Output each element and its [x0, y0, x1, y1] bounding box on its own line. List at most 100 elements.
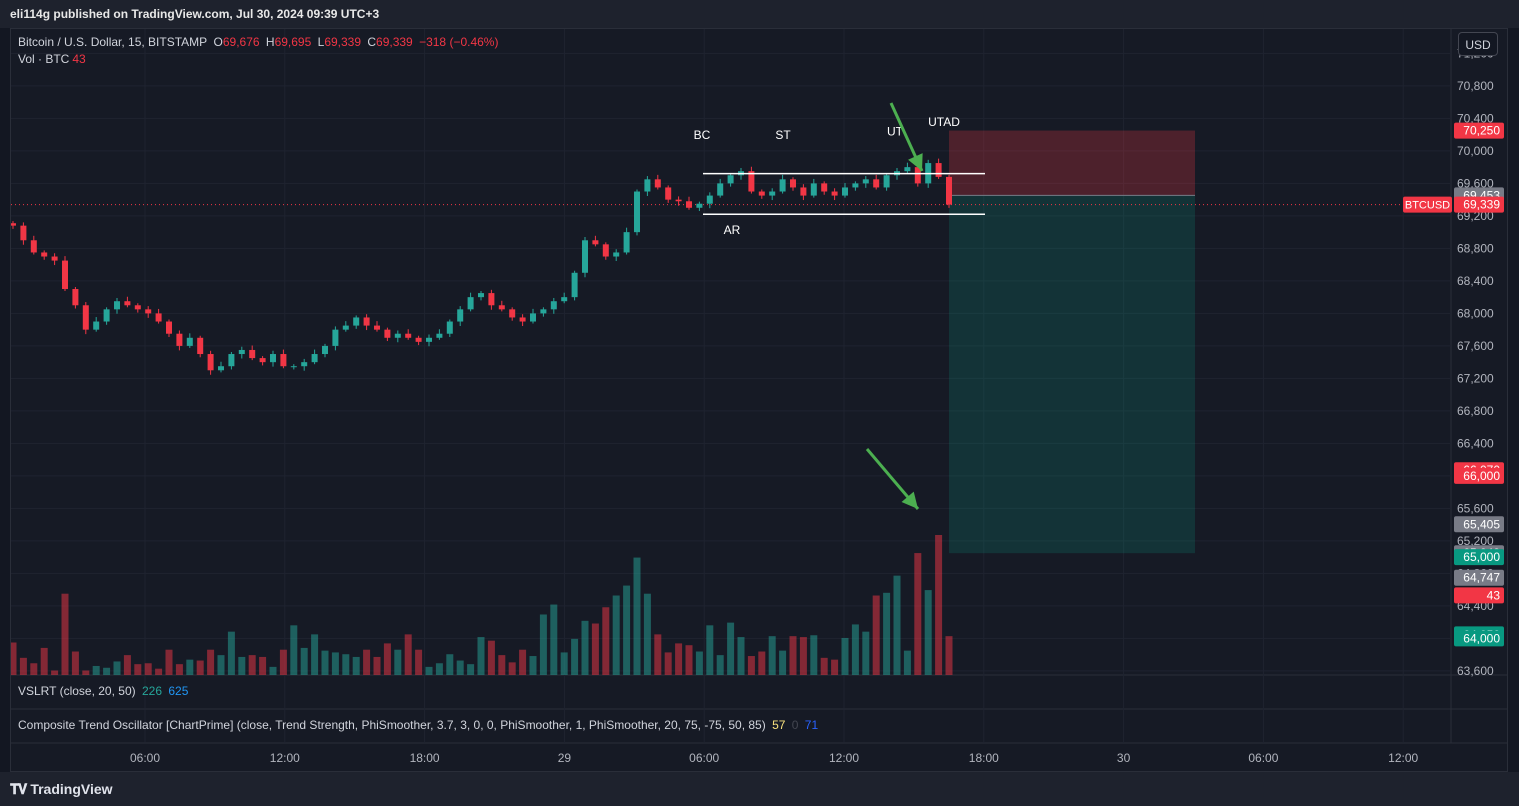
- candle-body: [498, 305, 505, 310]
- volume-label[interactable]: Vol · BTC: [18, 52, 70, 66]
- candle-body: [446, 321, 453, 334]
- price-axis-label: 64,000: [1454, 630, 1504, 647]
- symbol-tag: BTCUSD: [1403, 196, 1452, 213]
- volume-bar: [11, 642, 17, 675]
- candle-body: [426, 337, 432, 342]
- volume-bar: [487, 640, 495, 675]
- cto-label[interactable]: Composite Trend Oscillator [ChartPrime] …: [18, 718, 766, 732]
- tradingview-logo[interactable]: 𝐓𝐕 TradingView: [10, 781, 113, 798]
- volume-bar: [945, 636, 953, 675]
- price-axis-label: 65,405: [1454, 516, 1504, 533]
- volume-bar: [695, 651, 703, 675]
- volume-bar: [30, 663, 38, 675]
- price-label-text: 69,339: [1463, 198, 1500, 212]
- volume-bar: [290, 625, 298, 675]
- volume-bar: [207, 649, 215, 675]
- cto-legend: Composite Trend Oscillator [ChartPrime] …: [18, 718, 818, 732]
- volume-bar: [883, 592, 891, 675]
- volume-bar: [415, 649, 423, 675]
- volume-series: [11, 535, 953, 675]
- candle-body: [51, 256, 58, 261]
- candle-body: [873, 179, 880, 188]
- volume-bar: [196, 660, 204, 675]
- arrow-head: [901, 491, 918, 509]
- candle-body: [883, 175, 890, 188]
- candle-body: [654, 179, 661, 188]
- candle-body: [686, 201, 692, 208]
- y-tick-label: 67,600: [1457, 339, 1494, 353]
- candle-body: [197, 337, 204, 355]
- published-text: eli114g published on TradingView.com, Ju…: [10, 7, 380, 21]
- price-label-text: 64,000: [1463, 631, 1500, 645]
- tradingview-brand: TradingView: [30, 781, 113, 797]
- candle-body: [727, 175, 734, 184]
- open-label: O: [213, 35, 223, 49]
- symbol-title[interactable]: Bitcoin / U.S. Dollar, 15, BITSTAMP: [18, 35, 208, 49]
- price-label-text: 43: [1487, 588, 1501, 602]
- price-label-box: [1454, 587, 1504, 604]
- volume-bar: [467, 664, 475, 675]
- price-axis-label: 69,339: [1454, 196, 1504, 213]
- volume-bar: [727, 622, 735, 675]
- candle-body: [821, 183, 828, 192]
- chart-frame[interactable]: 71,20070,80070,40070,00069,60069,20068,8…: [10, 28, 1508, 772]
- candle-body: [342, 325, 349, 330]
- wyckoff-label: UT: [887, 125, 904, 139]
- candle-body: [592, 240, 599, 245]
- volume-bar: [435, 663, 443, 675]
- candle-body: [550, 301, 557, 310]
- candle-body: [353, 317, 360, 326]
- y-tick-label: 68,000: [1457, 306, 1494, 320]
- cto-value-1: 57: [772, 718, 786, 732]
- volume-bar: [19, 657, 27, 675]
- candle-body: [103, 309, 110, 322]
- volume-bar: [279, 649, 287, 675]
- x-tick-label: 06:00: [1248, 751, 1278, 765]
- candle-body: [301, 362, 308, 367]
- price-axis-label: 65,000: [1454, 549, 1504, 566]
- volume-bar: [103, 667, 111, 675]
- candle-body: [769, 191, 776, 196]
- volume-bar: [425, 666, 433, 675]
- candle-body: [758, 191, 765, 196]
- vslrt-label[interactable]: VSLRT (close, 20, 50): [18, 684, 136, 698]
- y-tick-label: 70,400: [1457, 111, 1494, 125]
- candle-body: [145, 309, 152, 314]
- volume-bar: [810, 635, 818, 675]
- chart-canvas[interactable]: 71,20070,80070,40070,00069,60069,20068,8…: [11, 29, 1507, 771]
- wyckoff-label: UTAD: [928, 115, 960, 129]
- candle-body: [790, 179, 796, 188]
- volume-bar: [685, 645, 693, 675]
- volume-bar: [342, 654, 350, 675]
- volume-bar: [924, 590, 932, 675]
- candle-body: [270, 354, 276, 363]
- volume-bar: [113, 661, 121, 675]
- candle-body: [259, 358, 266, 363]
- price-label-box: [1454, 569, 1504, 586]
- volume-bar: [872, 595, 880, 675]
- volume-bar: [560, 652, 568, 675]
- candle-body: [415, 337, 422, 342]
- candle-body: [394, 333, 401, 338]
- volume-bar: [373, 656, 381, 675]
- volume-arrow-icon: [865, 448, 920, 510]
- candle-body: [509, 309, 516, 318]
- candle-body: [322, 345, 328, 355]
- candle-body: [249, 349, 256, 359]
- candle-body: [665, 187, 672, 200]
- candle-body: [20, 225, 27, 241]
- candle-body: [166, 321, 172, 334]
- x-tick-label: 12:00: [1388, 751, 1418, 765]
- volume-bar: [321, 650, 329, 675]
- price-label-box: [1454, 630, 1504, 647]
- price-label-text: 66,000: [1463, 469, 1500, 483]
- tradingview-logo-icon: 𝐓𝐕: [10, 781, 27, 797]
- volume-bar: [363, 649, 371, 675]
- currency-button[interactable]: USD: [1458, 32, 1498, 56]
- y-tick-label: 65,600: [1457, 501, 1494, 515]
- y-tick-label: 68,800: [1457, 241, 1494, 255]
- open-value: 69,676: [222, 35, 260, 49]
- volume-bar: [602, 607, 610, 675]
- symbol-tag-text: BTCUSD: [1405, 200, 1450, 212]
- volume-bar: [820, 657, 828, 675]
